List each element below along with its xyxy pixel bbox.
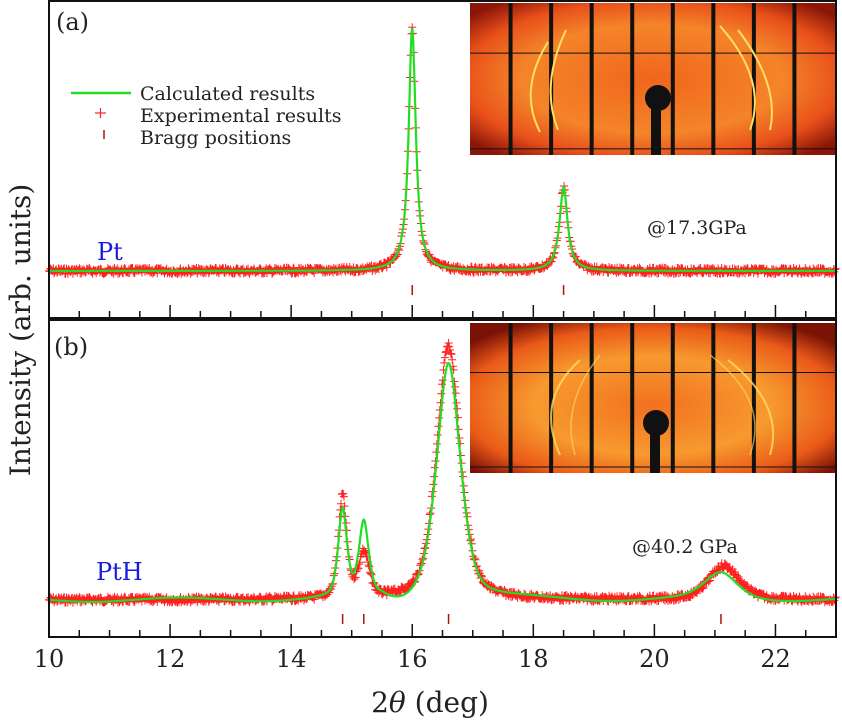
- experimental-point: [445, 342, 454, 351]
- x-tick-label: 18: [518, 645, 549, 673]
- pressure-label-a: @17.3GPa: [647, 217, 747, 239]
- experimental-point: [440, 353, 449, 362]
- experimental-point: [435, 405, 444, 414]
- x-axis-ticks: [48, 305, 837, 637]
- experimental-point: [448, 355, 457, 364]
- experimental-point: [732, 571, 741, 580]
- experimental-point: [447, 350, 456, 359]
- legend: Calculated results Experimental results …: [71, 83, 342, 149]
- x-tick-label: 22: [760, 645, 791, 673]
- panel-b: (b) PtH @40.2 GPa: [45, 323, 840, 624]
- y-axis-label: Intensity (arb. units): [4, 184, 37, 477]
- experimental-point: [351, 573, 360, 582]
- experimental-point: [743, 580, 752, 589]
- experimental-point: [743, 582, 752, 591]
- legend-exp-label: Experimental results: [140, 105, 342, 127]
- experimental-point: [453, 404, 462, 413]
- inset-image-b: [470, 323, 835, 473]
- experimental-point: [435, 413, 444, 422]
- legend-calc-label: Calculated results: [140, 83, 315, 105]
- experimental-point: [446, 349, 455, 358]
- calculated-line: [49, 27, 836, 273]
- inset-image-a: [470, 3, 835, 155]
- experimental-point: [440, 358, 449, 367]
- x-tick-label: 12: [155, 645, 186, 673]
- experimental-point: [674, 595, 683, 604]
- experimental-point: [450, 377, 459, 386]
- calculated-line: [49, 361, 836, 603]
- experimental-point: [360, 546, 369, 555]
- experimental-point: [350, 575, 359, 584]
- experimental-point: [444, 339, 453, 348]
- x-tick-label: 16: [397, 645, 428, 673]
- sample-label-a: Pt: [97, 238, 123, 266]
- x-tick-label: 10: [34, 645, 65, 673]
- pressure-label-b: @40.2 GPa: [632, 536, 738, 558]
- panel-label-b: (b): [54, 333, 88, 361]
- experimental-point: [721, 560, 730, 569]
- legend-bragg-label: Bragg positions: [140, 127, 291, 149]
- legend-exp-swatch: [95, 108, 106, 118]
- experimental-point: [96, 593, 105, 602]
- panel-label-a: (a): [56, 8, 89, 36]
- x-axis-label: 2θ (deg): [371, 686, 489, 719]
- x-axis-tick-labels: 10 12 14 16 18 20 22: [34, 645, 791, 673]
- x-tick-label: 14: [276, 645, 307, 673]
- experimental-point: [361, 547, 370, 556]
- panel-a: (a) Pt @17.3GPa: [45, 3, 840, 295]
- experimental-series: [45, 339, 840, 607]
- experimental-point: [442, 347, 451, 356]
- experimental-point: [434, 422, 443, 431]
- experimental-point: [436, 398, 445, 407]
- experimental-point: [453, 413, 462, 422]
- x-tick-label: 20: [639, 645, 670, 673]
- experimental-point: [441, 348, 450, 357]
- experimental-point: [446, 345, 455, 354]
- experimental-point: [339, 492, 348, 501]
- sample-label-b: PtH: [96, 558, 143, 586]
- experimental-point: [698, 584, 707, 593]
